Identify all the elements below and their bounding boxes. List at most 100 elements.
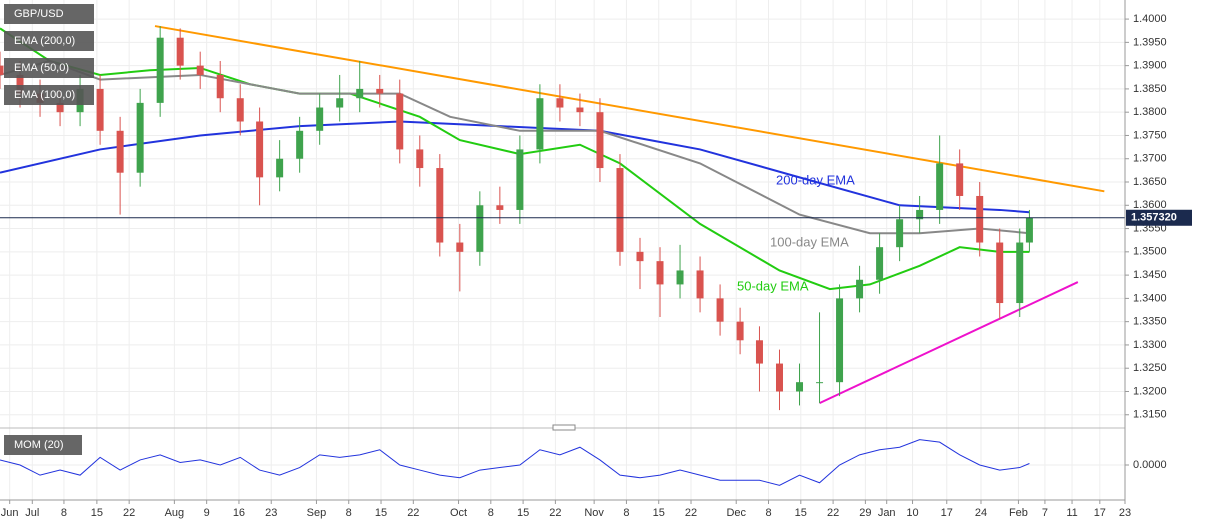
y-tick-label: 1.3800 [1133, 106, 1167, 118]
candle-body [96, 88, 104, 131]
y-tick-label: 1.3900 [1133, 60, 1167, 72]
x-tick-label: 17 [941, 507, 953, 519]
candle-body [536, 98, 544, 150]
y-tick-label: 1.3700 [1133, 153, 1167, 165]
candle-body [16, 74, 24, 94]
candle-body [496, 205, 504, 210]
candle-body [396, 93, 404, 150]
momentum-line [0, 439, 1030, 486]
x-tick-label: Dec [726, 507, 746, 519]
legend-box[interactable] [4, 58, 94, 78]
legend-box[interactable] [4, 31, 94, 51]
candle-body [696, 270, 704, 299]
x-tick-label: 8 [346, 507, 352, 519]
y-tick-label: 1.3400 [1133, 292, 1167, 304]
legend-label: EMA (200,0) [14, 35, 75, 47]
panel-handle[interactable] [552, 424, 576, 431]
candle-body [196, 65, 204, 75]
candle-body [916, 209, 924, 220]
x-tick-label: 8 [765, 507, 771, 519]
x-tick-label: 22 [827, 507, 839, 519]
x-tick-label: 9 [204, 507, 210, 519]
x-tick-label: 15 [375, 507, 387, 519]
x-tick-label: Sep [307, 507, 327, 519]
legend-box[interactable] [4, 85, 94, 105]
candle-body [0, 65, 4, 75]
candle-body [116, 130, 124, 173]
x-tick-label: 23 [265, 507, 277, 519]
legend-label: GBP/USD [14, 8, 64, 20]
x-tick-label: 29 [859, 507, 871, 519]
candle-body [316, 107, 324, 131]
x-tick-label: 22 [685, 507, 697, 519]
candle-body [336, 98, 344, 108]
candle-body [596, 112, 604, 169]
indicator-box[interactable] [4, 435, 82, 455]
candle-body [896, 219, 904, 248]
x-tick-label: Jul [25, 507, 39, 519]
candle-body [996, 242, 1004, 304]
candle-body [816, 382, 824, 384]
x-tick-label: 17 [1094, 507, 1106, 519]
x-tick-label: 7 [1042, 507, 1048, 519]
x-tick-label: 8 [488, 507, 494, 519]
x-tick-label: Aug [165, 507, 185, 519]
trendline [819, 281, 1079, 405]
y-tick-label: 1.3650 [1133, 176, 1167, 188]
candle-body [796, 382, 804, 392]
legend-label: EMA (100,0) [14, 89, 75, 101]
candle-body [576, 107, 584, 113]
x-tick-label: 22 [123, 507, 135, 519]
last-price-label: 1.357320 [1131, 212, 1177, 224]
candle-body [476, 205, 484, 252]
last-price-box [1126, 209, 1192, 226]
legend-label: EMA (50,0) [14, 62, 69, 74]
x-tick-label: 10 [906, 507, 918, 519]
x-tick-label: 8 [623, 507, 629, 519]
x-tick-label: Nov [584, 507, 604, 519]
candle-body [236, 98, 244, 122]
candle-body [936, 163, 944, 210]
x-tick-label: 15 [91, 507, 103, 519]
x-tick-label: Jan [878, 507, 896, 519]
candle-body [1016, 242, 1024, 304]
candle-body [755, 340, 763, 364]
ema-annotation: 200-day EMA [776, 172, 855, 187]
y-tick-label: 0.0000 [1133, 459, 1167, 471]
grid [0, 0, 1126, 500]
x-tick-label: 22 [549, 507, 561, 519]
candle-body [176, 37, 184, 66]
x-tick-label: 23 [1119, 507, 1131, 519]
x-tick-label: 22 [407, 507, 419, 519]
candle-body [636, 251, 644, 262]
candle-body [456, 242, 464, 252]
candle-body [736, 321, 744, 341]
x-tick-label: 11 [1066, 507, 1077, 519]
candle-body [716, 298, 724, 322]
x-tick-label: Feb [1009, 507, 1028, 519]
x-tick-label: 15 [517, 507, 529, 519]
candle-body [876, 247, 884, 280]
candle-body [256, 121, 264, 178]
candle-body [676, 270, 684, 285]
y-tick-label: 1.3450 [1133, 269, 1167, 281]
y-tick-label: 1.3500 [1133, 246, 1167, 258]
x-tick-label: 16 [233, 507, 245, 519]
legend-box[interactable] [4, 4, 94, 24]
candle-body [856, 279, 864, 299]
x-tick-label: 24 [975, 507, 987, 519]
ema-annotation: 50-day EMA [737, 278, 809, 293]
candle-body [516, 149, 524, 210]
x-tick-label: 15 [653, 507, 665, 519]
ema-line [0, 120, 1030, 214]
y-tick-label: 1.3750 [1133, 129, 1167, 141]
candle-body [956, 163, 964, 196]
candle-body [296, 130, 304, 159]
overlay: 1.3150 1.3200 1.3250 1.3300 1.3350 1.3400 1.34… [0, 0, 1192, 519]
candle-body [836, 298, 844, 383]
candle-body [136, 102, 144, 173]
candle-body [156, 37, 164, 103]
candle-body [775, 363, 783, 392]
